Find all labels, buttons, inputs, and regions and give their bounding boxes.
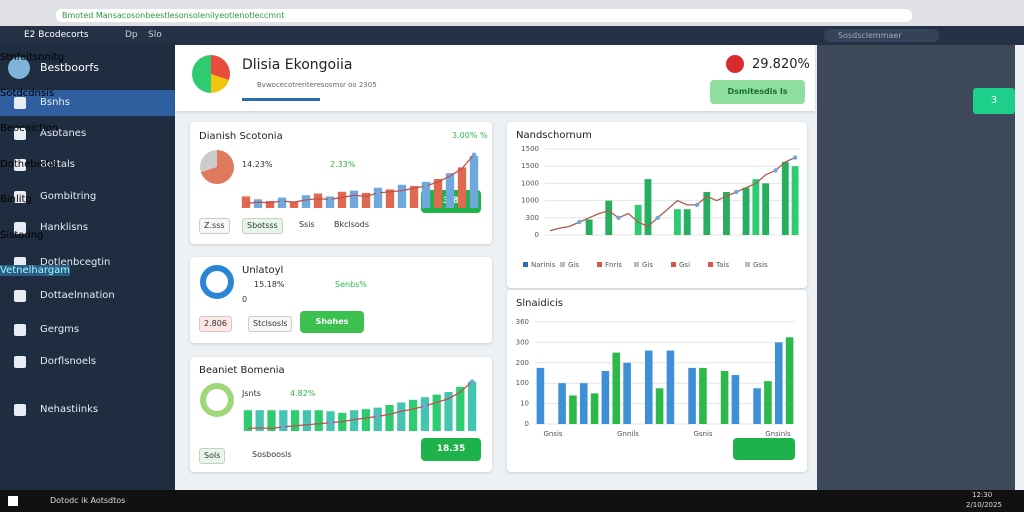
card-stat: Jsnts [242, 389, 261, 398]
panel-item[interactable]: Binlitg [0, 194, 32, 205]
date: 2/10/2025 [966, 501, 1002, 509]
address-bar[interactable]: Bmoted Mansacosonbeestlesonsolenilyeotle… [56, 9, 912, 22]
page-title: Dlisia Ekongoiia [242, 57, 353, 73]
card-button[interactable]: 18.35 [421, 438, 481, 461]
card-button[interactable]: Shohes [300, 311, 364, 333]
card-stat: Senbs% [335, 280, 367, 289]
panel-item[interactable]: Dothebeitis [0, 158, 58, 170]
nav-item[interactable]: Gergms [0, 317, 175, 343]
card-stat: 14.23% [242, 160, 273, 169]
card-title: Unlatoyl [242, 265, 284, 276]
chart-button[interactable] [733, 438, 795, 460]
page-subtitle: Bvwocecotreriteresosmsr oo 2305 [257, 81, 377, 89]
chart-card: Slnaidicis [507, 290, 807, 472]
chart-title: Nandschornum [516, 130, 592, 141]
browser-bar: Bmoted Mansacosonbeestlesonsolenilyeotle… [0, 0, 1024, 26]
chip[interactable]: Z.sss [199, 218, 230, 234]
nav-item[interactable]: Asbtanes [0, 121, 175, 147]
nav-item[interactable]: Dorflsnoels [0, 349, 175, 375]
header-button[interactable]: Dsmitesdis ls [710, 80, 805, 104]
header-card: Dlisia Ekongoiia Bvwocecotreriteresosmsr… [175, 45, 815, 111]
panel-item[interactable]: Vetnelhargam [0, 265, 71, 276]
card-stat: 4.82% [290, 389, 316, 398]
header-stat: 29.820% [752, 57, 810, 72]
nav-item[interactable]: Dottaelnnation [0, 283, 175, 309]
panel-item[interactable]: Beocoiction [0, 123, 59, 134]
sidebar-title: Bestboorfs [40, 61, 99, 74]
card-badge: 3.00% % [452, 131, 488, 140]
card-stat: 15.18% [254, 280, 285, 289]
right-panel: 3 [817, 45, 1015, 490]
chip[interactable]: Stclsosls [248, 316, 293, 332]
card-title: Beaniet Bomenia [199, 365, 285, 376]
header-item[interactable]: Dp [125, 30, 138, 40]
nav-item[interactable]: Gombitring [0, 184, 175, 210]
chip[interactable]: 2.806 [199, 316, 232, 332]
card: Beaniet Bomenia Jsnts 4.82% 18.35 Sols S… [190, 357, 492, 472]
app-title: E2 Bcodecorts [24, 30, 89, 40]
panel-item[interactable]: Sotdcdnsis [0, 87, 55, 99]
chip[interactable]: Ssis [295, 218, 319, 232]
chip[interactable]: Sosboosls [248, 448, 296, 462]
header-item[interactable]: Slo [148, 30, 162, 40]
clock: 12:30 [972, 491, 993, 499]
nav-item[interactable]: Nehastiinks [0, 397, 175, 423]
panel-item[interactable]: Sistodng [0, 229, 44, 241]
chip[interactable]: Bkclsods [330, 218, 374, 232]
app-header: E2 Bcodecorts Dp Slo Sosdsclemmaer [0, 26, 1024, 45]
chart-title: Slnaidicis [516, 298, 563, 309]
card-sub: 0 [242, 295, 248, 304]
card-button[interactable]: 23.85 [421, 190, 481, 213]
taskbar-search[interactable]: Dotodc ik Aotsdtos [50, 496, 126, 505]
card-title: Dianish Scotonia [199, 131, 283, 142]
card-stat: 2.33% [330, 160, 356, 169]
panel-item[interactable]: Stnfeltsnnitg [0, 52, 64, 63]
toggle[interactable]: 3 [973, 88, 1015, 114]
search[interactable]: Sosdsclemmaer [824, 29, 939, 42]
nav-item[interactable]: Bettals [0, 152, 175, 178]
card: Dianish Scotonia 3.00% % 14.23% 2.33% 23… [190, 122, 492, 244]
card: Unlatoyl 0 15.18% Senbs% Shohes 2.806 St… [190, 257, 492, 343]
chart-card: Nandschornum [507, 122, 807, 288]
chip[interactable]: Sbotsss [242, 218, 283, 234]
nav-item[interactable]: Bsnhs [0, 90, 175, 116]
chip[interactable]: Sols [199, 448, 226, 464]
taskbar: Dotodc ik Aotsdtos 12:30 2/10/2025 [0, 490, 1024, 512]
nav-item[interactable]: Hanklisns [0, 215, 175, 241]
